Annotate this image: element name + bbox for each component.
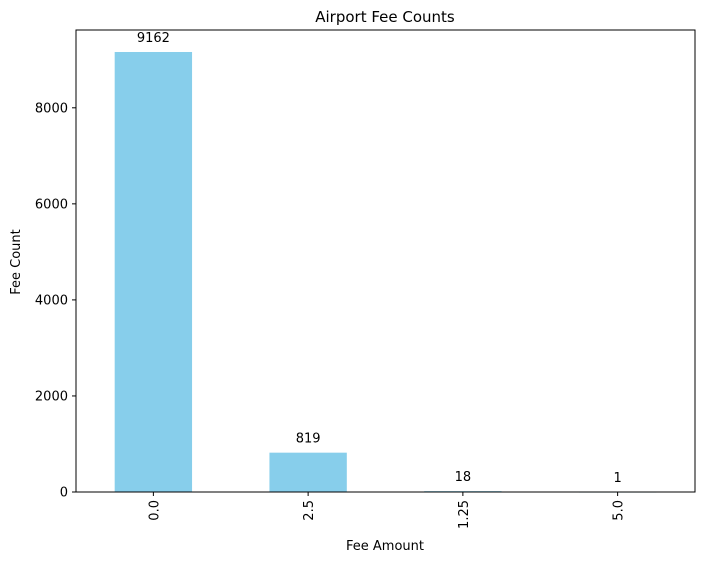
data-labels-group: 9162 819 18 1 bbox=[137, 31, 622, 486]
bar-2.5 bbox=[269, 452, 347, 492]
x-tick-label: 5.0 bbox=[612, 500, 627, 521]
bars-group bbox=[114, 51, 657, 493]
y-tick-label: 2000 bbox=[35, 389, 68, 404]
y-tick-label: 0 bbox=[60, 486, 68, 501]
y-axis: 0 2000 4000 6000 8000 bbox=[35, 101, 76, 501]
y-tick-label: 4000 bbox=[35, 293, 68, 308]
x-tick-label: 2.5 bbox=[302, 500, 317, 521]
y-tick-label: 6000 bbox=[35, 197, 68, 212]
x-axis-label: Fee Amount bbox=[346, 539, 424, 554]
x-tick-label: 0.0 bbox=[147, 500, 162, 521]
data-label-0.0: 9162 bbox=[137, 31, 170, 46]
chart-title: Airport Fee Counts bbox=[315, 8, 455, 26]
y-axis-label: Fee Count bbox=[9, 229, 24, 295]
data-label-1.25: 18 bbox=[455, 470, 472, 485]
plot-frame bbox=[75, 29, 696, 493]
y-tick-label: 8000 bbox=[35, 101, 68, 116]
bar-0.0 bbox=[114, 51, 193, 493]
data-label-2.5: 819 bbox=[296, 432, 321, 447]
data-label-5.0: 1 bbox=[613, 471, 621, 486]
x-tick-label: 1.25 bbox=[457, 500, 472, 529]
x-axis: 0.0 2.5 1.25 5.0 bbox=[147, 492, 627, 529]
